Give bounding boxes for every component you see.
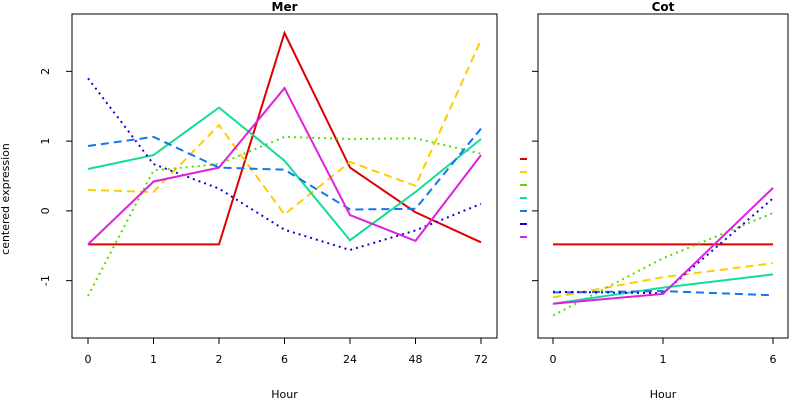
x-tick-label: 0 [85, 353, 92, 366]
series-line-mer-7 [87, 86, 482, 246]
series-line-mer-4 [87, 106, 482, 242]
series-line-cot-4 [552, 273, 774, 305]
x-tick-label: 6 [770, 353, 777, 366]
x-axis-label-mer: Hour [271, 388, 298, 400]
x-tick-label: 2 [216, 353, 223, 366]
series-line-mer-1 [88, 30, 482, 246]
y-tick-label: 0 [39, 207, 52, 214]
x-tick-label: 24 [343, 353, 357, 366]
panel-cot: Cot 0 1 6 Hour [532, 0, 789, 401]
y-tick-label: 2 [39, 68, 52, 75]
panel-mer: Mer 0 1 2 6 24 48 72 Hour -1 0 1 2 [39, 0, 498, 401]
series-line-mer-5 [87, 127, 482, 211]
x-tick-label: 6 [281, 353, 288, 366]
x-tick-label: 72 [474, 353, 488, 366]
x-tick-label: 1 [150, 353, 157, 366]
series-line-cot-5 [552, 290, 774, 297]
x-axis-label-cot: Hour [650, 388, 677, 400]
x-tick-label: 0 [550, 353, 557, 366]
series-line-mer-6 [87, 77, 482, 252]
series-line-cot-2 [552, 262, 774, 299]
series-line-mer-2 [87, 39, 482, 216]
panel-title-cot: Cot [652, 0, 675, 14]
series-line-cot-7 [552, 187, 774, 305]
x-tick-label: 48 [409, 353, 423, 366]
panel-title-mer: Mer [272, 0, 298, 14]
plot-frame-mer [71, 13, 498, 339]
legend [520, 158, 527, 238]
series-line-mer-3 [87, 135, 482, 297]
plot-frame-cot [537, 13, 789, 339]
y-tick-label: 1 [39, 138, 52, 145]
x-tick-label: 1 [660, 353, 667, 366]
y-axis-label: centered expression [0, 143, 12, 255]
y-tick-label: -1 [39, 275, 52, 286]
series-line-cot-6 [552, 197, 774, 295]
